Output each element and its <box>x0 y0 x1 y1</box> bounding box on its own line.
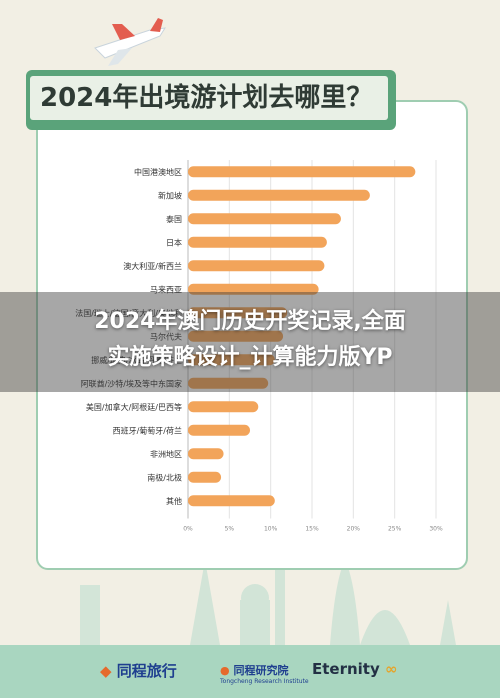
bar <box>188 424 250 436</box>
tongcheng-travel-icon: ◆ <box>100 662 112 680</box>
category-label: 新加坡 <box>158 190 182 200</box>
tongcheng-research-en-label: Tongcheng Research Institute <box>220 678 309 685</box>
footer-band <box>0 645 500 698</box>
x-tick-label: 20% <box>347 526 361 533</box>
category-label: 挪威/瑞典/冰岛/丹麦/芬兰 <box>91 355 182 365</box>
x-tick-label: 10% <box>264 526 278 533</box>
category-label: 日本 <box>166 237 182 247</box>
watermark-line-2: 实施策略设计_计算能力版YP <box>107 345 393 370</box>
category-label: 西班牙/葡萄牙/荷兰 <box>113 425 182 435</box>
category-label: 澳大利亚/新西兰 <box>123 261 182 271</box>
x-tick-label: 30% <box>429 526 443 533</box>
bar <box>188 471 222 483</box>
bar <box>188 236 327 248</box>
category-label: 其他 <box>166 496 182 506</box>
tongcheng-travel-logo: ◆ 同程旅行 <box>100 660 177 681</box>
category-label: 南极/北极 <box>147 472 182 482</box>
bar <box>188 283 319 295</box>
tongcheng-travel-label: 同程旅行 <box>116 662 177 680</box>
category-label: 泰国 <box>166 214 182 224</box>
bar <box>188 213 341 225</box>
bar <box>188 354 275 366</box>
tongcheng-research-icon: ● <box>220 664 230 677</box>
bar <box>188 189 370 201</box>
category-label: 非洲地区 <box>150 449 182 459</box>
bar <box>188 448 224 460</box>
watermark-text: 2024年澳门历史开奖记录,全面 实施策略设计_计算能力版YP <box>0 304 500 376</box>
x-tick-label: 25% <box>388 526 402 533</box>
category-label: 阿联酋/沙特/埃及等中东国家 <box>81 378 182 388</box>
eternity-icon: ∞ <box>385 660 398 678</box>
tongcheng-research-label: 同程研究院 <box>233 664 289 677</box>
bar <box>188 166 416 178</box>
category-label: 马尔代夫 <box>150 331 182 341</box>
airplane-icon <box>94 18 166 66</box>
category-label: 法国/瑞士/德国/意大利/奥地利 <box>75 308 182 318</box>
bar <box>188 401 259 413</box>
watermark-line-1: 2024年澳门历史开奖记录,全面 <box>94 309 406 334</box>
x-tick-label: 15% <box>305 526 319 533</box>
x-tick-label: 5% <box>225 526 235 533</box>
bar <box>188 330 284 342</box>
eternity-logo: Eternity ∞ <box>312 660 398 678</box>
bar <box>188 307 288 319</box>
category-label: 美国/加拿大/阿根廷/巴西等 <box>86 402 182 412</box>
chart-title: 2024年出境游计划去哪里？ <box>30 76 388 120</box>
x-tick-label: 0% <box>183 526 193 533</box>
bar <box>188 377 269 389</box>
category-label: 中国港澳地区 <box>134 167 182 177</box>
tongcheng-research-logo: ● 同程研究院 Tongcheng Research Institute <box>220 662 309 685</box>
category-label: 马来西亚 <box>150 285 182 294</box>
bar <box>188 260 325 272</box>
watermark-overlay <box>0 292 500 392</box>
eternity-label: Eternity <box>312 660 380 678</box>
bar <box>188 495 275 507</box>
